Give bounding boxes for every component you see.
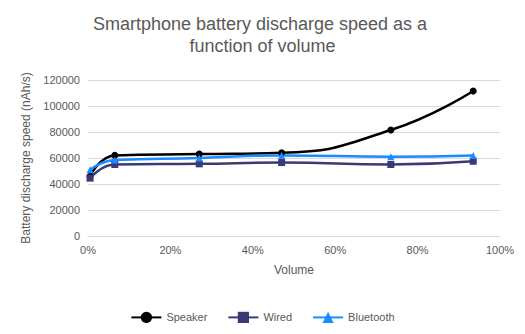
svg-text:0%: 0%: [80, 244, 96, 256]
svg-text:Battery discharge speed (nAh/s: Battery discharge speed (nAh/s): [19, 72, 33, 243]
svg-text:20%: 20%: [159, 244, 181, 256]
svg-text:100000: 100000: [43, 100, 80, 112]
svg-text:60000: 60000: [49, 152, 80, 164]
svg-text:40000: 40000: [49, 178, 80, 190]
svg-text:80%: 80%: [407, 244, 429, 256]
svg-text:100%: 100%: [486, 244, 514, 256]
svg-text:60%: 60%: [324, 244, 346, 256]
svg-text:function of volume: function of volume: [189, 36, 335, 56]
svg-text:0: 0: [74, 230, 80, 242]
svg-text:Bluetooth: Bluetooth: [348, 311, 394, 323]
svg-text:Smartphone battery discharge s: Smartphone battery discharge speed as a: [93, 14, 432, 34]
svg-text:40%: 40%: [242, 244, 264, 256]
svg-text:20000: 20000: [49, 204, 80, 216]
svg-text:Volume: Volume: [274, 263, 314, 277]
svg-text:120000: 120000: [43, 74, 80, 86]
svg-text:Speaker: Speaker: [166, 311, 207, 323]
svg-text:80000: 80000: [49, 126, 80, 138]
svg-text:Wired: Wired: [263, 311, 292, 323]
